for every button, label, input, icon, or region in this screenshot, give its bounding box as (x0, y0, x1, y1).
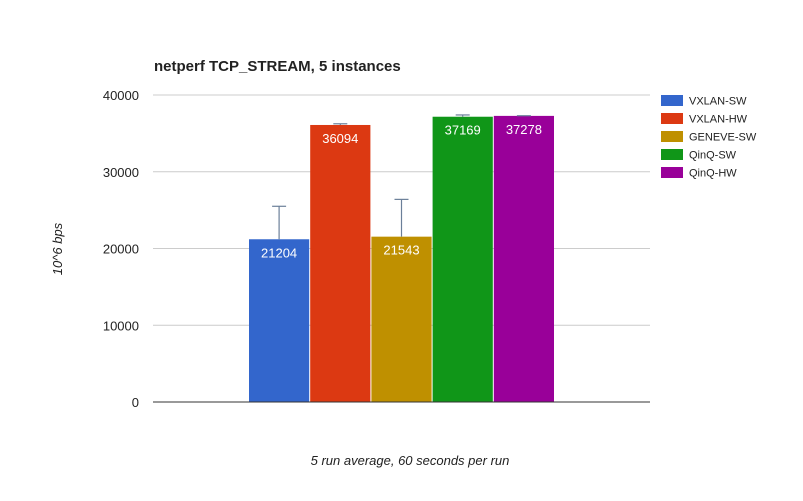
bar-qinq-hw (493, 115, 554, 402)
chart-title: netperf TCP_STREAM, 5 instances (154, 58, 401, 75)
legend-swatch (661, 149, 683, 160)
y-axis-label: 10^6 bps (50, 222, 65, 275)
legend-item-label: QinQ-SW (689, 150, 737, 162)
legend-swatch (661, 95, 683, 106)
legend-item-label: GENEVE-SW (689, 132, 757, 144)
y-tick-label: 0 (132, 395, 139, 410)
bar-data-label: 21204 (261, 245, 297, 260)
bar-vxlan-sw (249, 239, 310, 402)
bar-data-label: 36094 (322, 131, 358, 146)
y-axis-ticks: 0 10000 20000 30000 40000 (103, 88, 139, 410)
legend-swatch (661, 131, 683, 142)
bar-vxlan-hw (310, 124, 371, 402)
y-tick-label: 10000 (103, 318, 139, 333)
legend-swatch (661, 167, 683, 178)
bar-data-label: 37278 (506, 122, 542, 137)
x-axis-label: 5 run average, 60 seconds per run (311, 453, 510, 468)
legend-item-label: VXLAN-SW (689, 96, 747, 108)
data-labels: 21204 36094 21543 37169 37278 (261, 122, 542, 260)
bar-data-label: 37169 (445, 123, 481, 138)
legend-item-label: VXLAN-HW (689, 114, 748, 126)
legend-item-label: QinQ-HW (689, 168, 737, 180)
bar-data-label: 21543 (383, 243, 419, 258)
bar-geneve-sw (371, 236, 432, 402)
y-tick-label: 40000 (103, 88, 139, 103)
y-tick-label: 30000 (103, 165, 139, 180)
y-tick-label: 20000 (103, 242, 139, 257)
legend-swatch (661, 113, 683, 124)
legend: VXLAN-SW VXLAN-HW GENEVE-SW QinQ-SW QinQ-HW (661, 95, 757, 180)
bars (249, 115, 554, 402)
bar-qinq-sw (432, 116, 493, 402)
error-bars (272, 114, 531, 240)
